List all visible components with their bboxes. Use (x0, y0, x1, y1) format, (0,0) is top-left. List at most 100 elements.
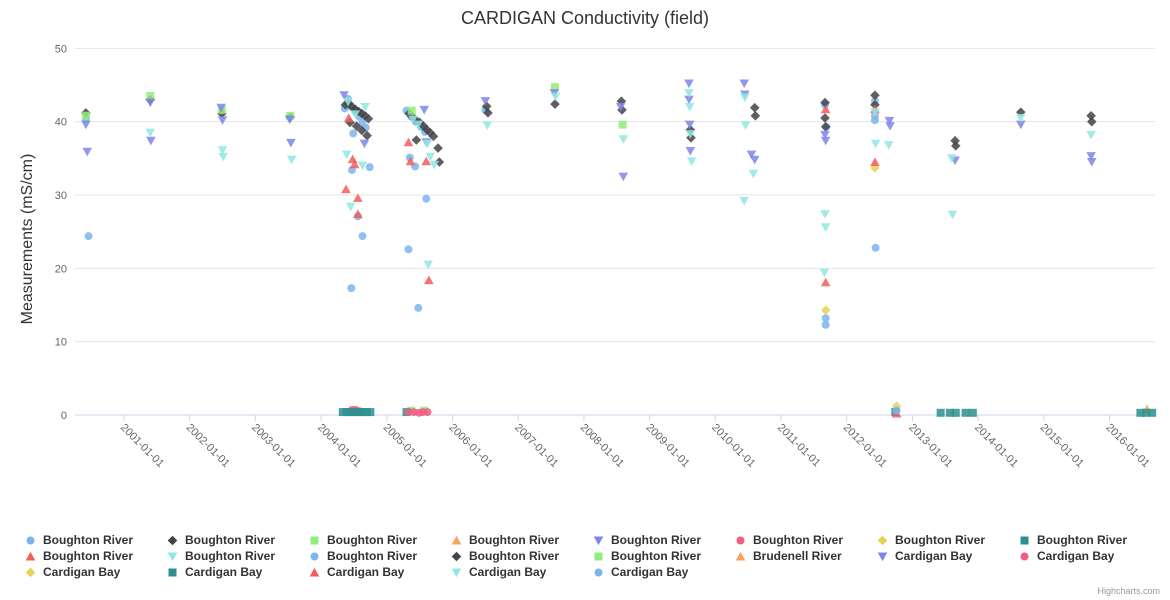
data-point-series-10[interactable] (145, 128, 156, 138)
legend-item-10[interactable]: Boughton River (166, 549, 308, 563)
data-point-series-2[interactable] (351, 121, 362, 131)
data-point-series-10[interactable] (870, 139, 881, 149)
data-point-series-3[interactable] (407, 106, 416, 115)
data-point-series-2[interactable] (418, 121, 429, 131)
data-point-series-18[interactable] (1142, 408, 1151, 417)
data-point-series-1[interactable] (871, 243, 880, 252)
data-point-series-10[interactable] (1016, 114, 1026, 123)
data-point-series-2[interactable] (750, 111, 761, 121)
data-point-series-5[interactable] (81, 120, 91, 130)
data-point-series-7[interactable] (820, 305, 831, 315)
data-point-series-10[interactable] (408, 115, 418, 125)
data-point-series-2[interactable] (434, 157, 445, 167)
credit-link[interactable]: Highcharts.com (1097, 586, 1160, 596)
data-point-series-5[interactable] (618, 172, 629, 182)
legend-item-13[interactable]: Boughton River (592, 549, 734, 563)
data-point-series-21[interactable] (892, 406, 901, 415)
data-point-series-10[interactable] (685, 130, 696, 139)
legend-item-6[interactable]: Boughton River (734, 533, 876, 547)
data-point-series-10[interactable] (870, 108, 880, 117)
data-point-series-9[interactable] (349, 159, 360, 169)
data-point-series-1[interactable] (422, 194, 431, 203)
data-point-series-9[interactable] (341, 184, 351, 194)
data-point-series-20[interactable] (947, 154, 957, 163)
data-point-series-5[interactable] (684, 95, 694, 105)
data-point-series-2[interactable] (820, 97, 830, 108)
data-point-series-10[interactable] (217, 146, 228, 155)
data-point-series-10[interactable] (819, 268, 830, 278)
data-point-series-2[interactable] (362, 130, 372, 141)
data-point-series-2[interactable] (360, 111, 370, 121)
data-point-series-9[interactable] (820, 277, 831, 287)
data-point-series-10[interactable] (739, 196, 750, 206)
data-point-series-2[interactable] (870, 90, 880, 101)
data-point-series-9[interactable] (870, 157, 880, 167)
data-point-series-5[interactable] (339, 91, 349, 100)
legend-item-14[interactable]: Brudenell River (734, 549, 876, 563)
legend-item-16[interactable]: Cardigan Bay (1018, 549, 1160, 563)
data-point-series-2[interactable] (820, 113, 830, 123)
data-point-series-10[interactable] (748, 169, 759, 179)
data-point-series-5[interactable] (746, 150, 757, 160)
data-point-series-5[interactable] (884, 116, 895, 126)
data-point-series-2[interactable] (685, 124, 696, 135)
legend-item-15[interactable]: Cardigan Bay (876, 549, 1018, 563)
data-point-series-5[interactable] (820, 130, 830, 140)
data-point-series-2[interactable] (550, 99, 560, 109)
data-point-series-10[interactable] (350, 110, 361, 119)
data-point-series-5[interactable] (820, 136, 831, 146)
data-point-series-1[interactable] (414, 303, 423, 312)
data-point-series-2[interactable] (363, 113, 374, 124)
data-point-series-2[interactable] (749, 102, 760, 113)
data-point-series-18[interactable] (961, 408, 970, 417)
data-point-series-18[interactable] (936, 408, 945, 417)
data-point-series-5[interactable] (1086, 152, 1096, 161)
data-point-series-3[interactable] (146, 92, 155, 101)
data-point-series-5[interactable] (739, 79, 750, 89)
data-point-series-1[interactable] (365, 163, 374, 172)
data-point-series-1[interactable] (404, 245, 413, 254)
data-point-series-18[interactable] (1148, 408, 1157, 417)
data-point-series-5[interactable] (419, 105, 430, 115)
data-point-series-10[interactable] (820, 210, 830, 219)
data-point-series-3[interactable] (550, 83, 559, 92)
data-point-series-2[interactable] (1086, 111, 1096, 121)
data-point-series-9[interactable] (421, 156, 432, 166)
data-point-series-2[interactable] (1086, 116, 1097, 127)
legend-item-12[interactable]: Boughton River (450, 549, 592, 563)
data-point-series-10[interactable] (618, 135, 629, 144)
data-point-series-5[interactable] (684, 120, 695, 130)
data-point-series-10[interactable] (343, 97, 353, 107)
data-point-series-2[interactable] (357, 125, 367, 136)
data-point-series-20[interactable] (947, 210, 958, 220)
data-point-series-1[interactable] (821, 314, 830, 323)
legend-item-18[interactable]: Cardigan Bay (166, 565, 308, 579)
data-point-series-9[interactable] (343, 113, 354, 123)
data-point-series-9[interactable] (424, 275, 434, 285)
data-point-series-2[interactable] (433, 143, 443, 153)
data-point-series-10[interactable] (684, 89, 694, 98)
legend-item-8[interactable]: Boughton River (1018, 533, 1160, 547)
data-point-series-10[interactable] (413, 120, 424, 130)
data-point-series-9[interactable] (353, 209, 363, 219)
data-point-series-18[interactable] (1136, 408, 1145, 417)
data-point-series-1[interactable] (821, 320, 830, 329)
data-point-series-10[interactable] (684, 103, 695, 112)
data-point-series-2[interactable] (422, 124, 432, 135)
data-point-series-5[interactable] (480, 97, 491, 106)
data-point-series-1[interactable] (870, 116, 879, 125)
data-point-series-18[interactable] (968, 408, 977, 417)
data-point-series-10[interactable] (740, 121, 751, 130)
data-point-series-10[interactable] (482, 121, 493, 130)
data-point-series-10[interactable] (883, 141, 894, 150)
data-point-series-5[interactable] (146, 136, 156, 146)
data-point-series-10[interactable] (429, 160, 439, 170)
data-point-series-5[interactable] (359, 139, 370, 149)
data-point-series-10[interactable] (423, 260, 433, 270)
legend-item-21[interactable]: Cardigan Bay (592, 565, 734, 579)
legend-item-9[interactable]: Boughton River (24, 549, 166, 563)
data-point-series-10[interactable] (341, 150, 352, 160)
data-point-series-10[interactable] (360, 103, 370, 112)
data-point-series-10[interactable] (550, 92, 561, 102)
data-point-series-2[interactable] (411, 135, 422, 145)
